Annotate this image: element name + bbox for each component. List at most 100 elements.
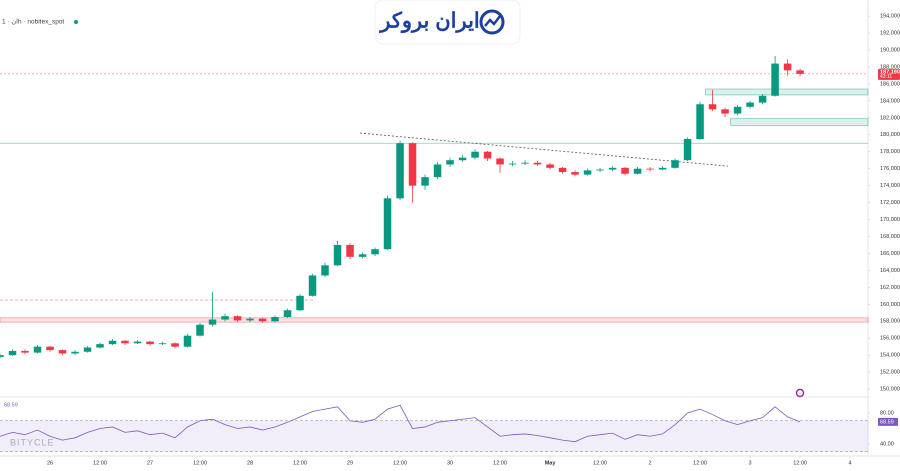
x-tick-label: 12:00 [293,460,307,466]
candle-body [721,109,729,114]
candle-body [546,164,554,168]
status-dot [74,20,78,24]
candle-body [308,275,317,296]
candle-body [496,158,504,165]
y-tick-label: 166,000 [880,251,900,257]
candle-body [633,168,642,174]
candle-body [433,164,442,178]
candle-body [521,162,529,164]
y-tick-label: 180,000 [880,132,900,138]
candle-body [0,355,4,357]
candle-body [383,198,392,250]
x-tick-label: 2 [649,460,652,466]
y-tick-label: 164,000 [880,268,900,274]
y-tick-label: 178,000 [880,149,900,155]
countdown-label: 43:11 [880,74,892,80]
candle-body [158,343,167,345]
logo-icon [479,9,505,35]
candle-body [708,104,717,110]
logo-text: ایران بروکر [378,10,480,34]
x-tick-label: 29 [347,460,353,466]
candle-body [133,341,142,344]
x-tick-label: 12:00 [793,460,807,466]
candle-body [221,316,229,320]
x-tick-label: 27 [147,460,153,466]
x-tick-label: 4 [849,460,852,466]
y-tick-label: 158,000 [880,319,900,325]
rsi-last-label: 68.59 [880,419,894,425]
candle-body [83,347,92,352]
y-tick-label: 186,000 [880,81,900,87]
candle-body [283,310,292,318]
candle-body [96,344,104,348]
candle-body [46,346,54,351]
zone [730,118,869,126]
candle-body [183,335,192,347]
candle-body [121,340,129,344]
candle-body [346,244,354,257]
candle-body [21,350,29,353]
rsi-header-value: 68.59 [4,402,18,408]
candle-body [321,265,329,276]
x-tick-label: 12:00 [693,460,707,466]
symbol-header: ان · 1h · nobitex_spot [2,18,64,26]
last-price-label: 187,190 [880,69,900,75]
rsi-last-tag [878,417,898,426]
candle-body [333,244,342,266]
candle-body [33,346,42,353]
candle-body [108,340,117,345]
y-tick-label: 156,000 [880,336,900,342]
rsi-line [0,404,801,443]
candle-body [446,160,454,165]
x-tick-label: May [545,460,557,466]
candle-body [296,295,304,311]
candle-body [558,167,567,173]
y-tick-label: 194,000 [880,14,900,20]
candle-body [271,317,279,322]
rsi-tick-label: 40.00 [880,441,894,447]
logo-icon-arrow [484,15,501,27]
candle-body [658,167,667,170]
y-tick-label: 174,000 [880,183,900,189]
candle-body [796,70,804,74]
candle-body [208,319,217,325]
rsi-tick-label: 80.00 [880,410,894,416]
y-tick-label: 152,000 [880,370,900,376]
candle-body [396,143,404,199]
watermark: BITYCLE [10,437,55,447]
y-tick-label: 154,000 [880,353,900,359]
y-tick-label: 150,000 [880,387,900,393]
candle-body [683,139,692,161]
y-tick-label: 162,000 [880,285,900,291]
candle-body [746,102,754,107]
candle-body [71,351,79,354]
y-tick-label: 190,000 [880,47,900,53]
y-tick-label: 192,000 [880,31,900,37]
y-tick-label: 182,000 [880,115,900,121]
x-tick-label: 12:00 [393,460,407,466]
candle-body [533,162,542,165]
y-tick-label: 168,000 [880,234,900,240]
candle-body [58,350,67,354]
candle-body [621,167,629,174]
candle-body [471,151,479,158]
x-tick-label: 12:00 [593,460,607,466]
logo-box [374,0,521,45]
candle-body [696,104,704,140]
x-tick-label: 26 [47,460,53,466]
x-tick-label: 12:00 [193,460,207,466]
y-tick-label: 172,000 [880,200,900,206]
candle-body [596,169,604,171]
candle-body [421,177,429,186]
x-tick-label: 28 [247,460,253,466]
candle-body [608,167,617,170]
trend-line [359,132,729,167]
candle-body [358,254,367,257]
y-tick-label: 176,000 [880,166,900,172]
y-tick-label: 160,000 [880,302,900,308]
candle-body [671,160,679,168]
alert-icon [795,388,805,398]
